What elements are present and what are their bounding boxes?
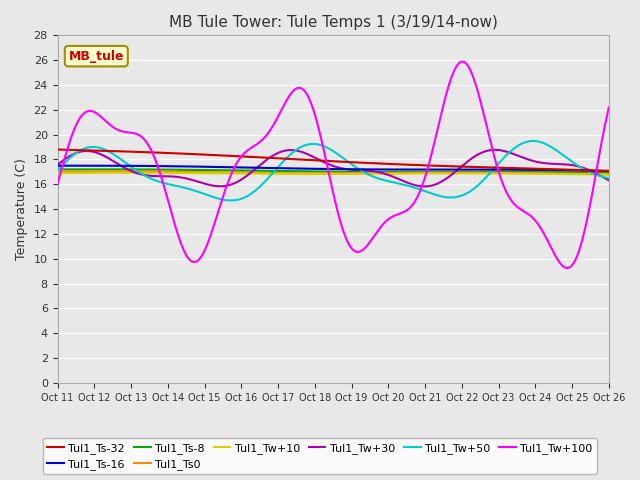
Y-axis label: Temperature (C): Temperature (C)	[15, 158, 28, 260]
Title: MB Tule Tower: Tule Temps 1 (3/19/14-now): MB Tule Tower: Tule Temps 1 (3/19/14-now…	[169, 15, 498, 30]
Legend: Tul1_Ts-32, Tul1_Ts-16, Tul1_Ts-8, Tul1_Ts0, Tul1_Tw+10, Tul1_Tw+30, Tul1_Tw+50,: Tul1_Ts-32, Tul1_Ts-16, Tul1_Ts-8, Tul1_…	[43, 438, 597, 474]
Text: MB_tule: MB_tule	[68, 49, 124, 63]
